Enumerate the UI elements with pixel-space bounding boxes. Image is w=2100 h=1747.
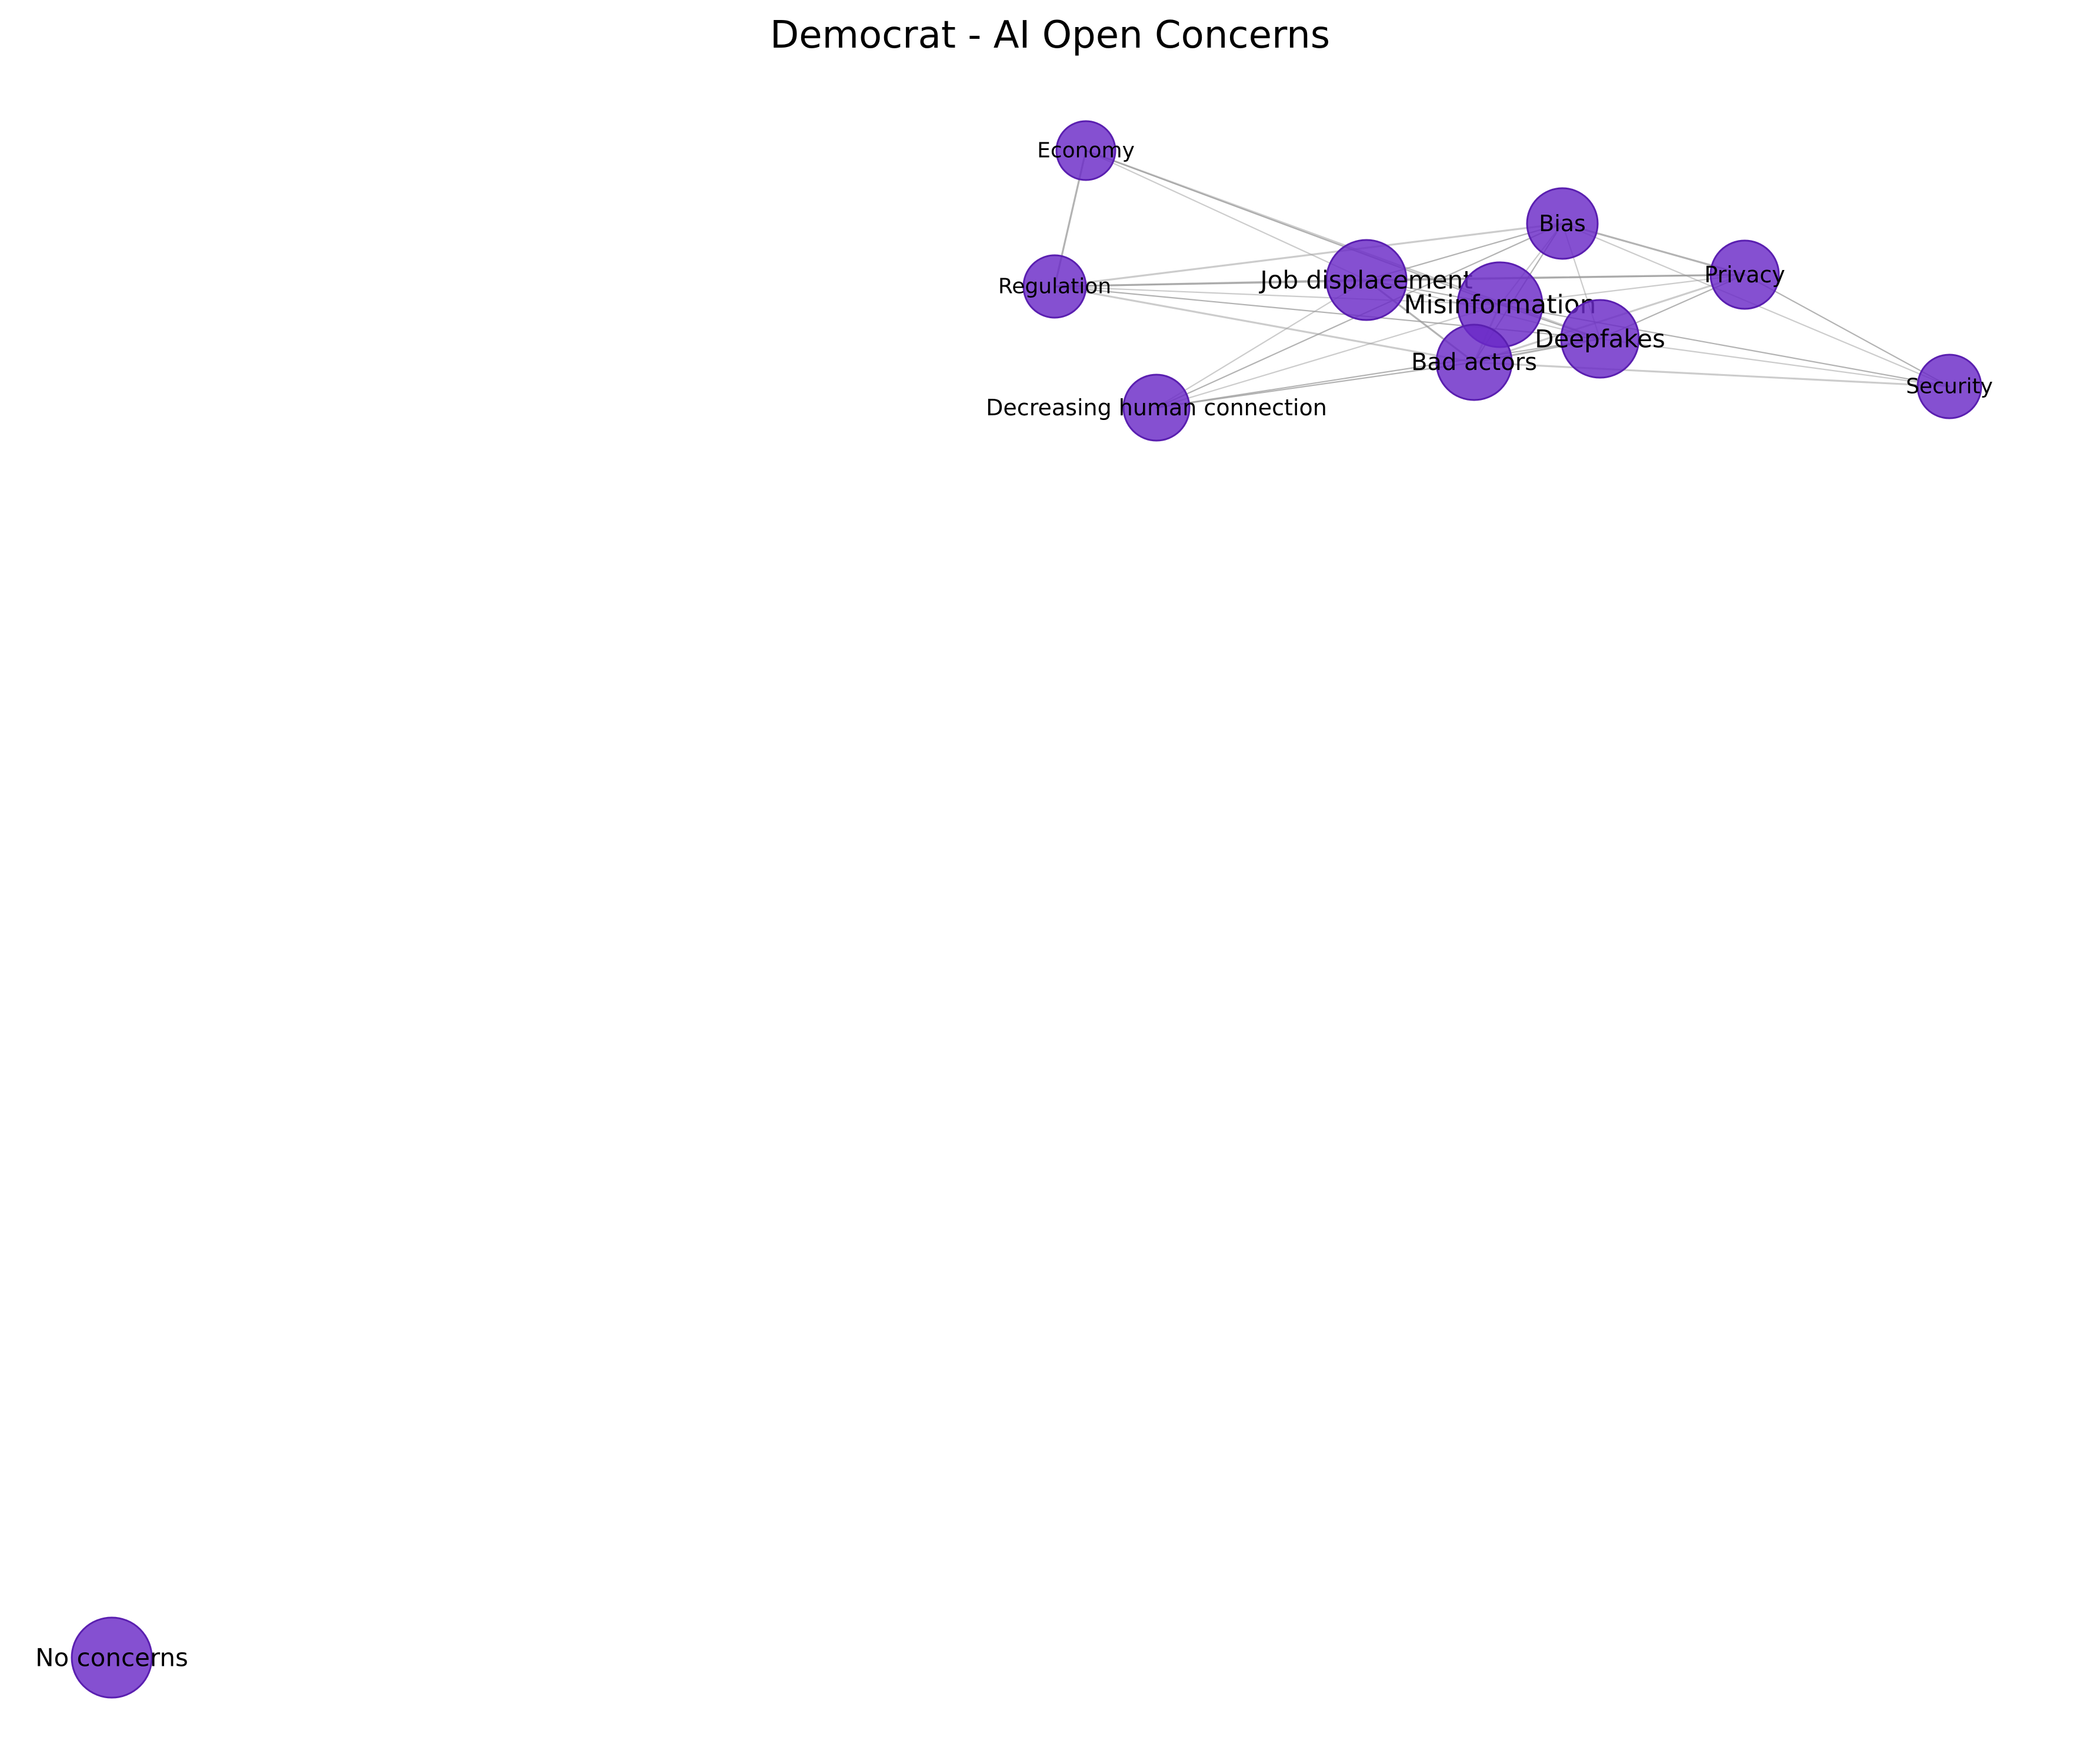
graph-title: Democrat - AI Open Concerns [770,14,1330,57]
node-economy: Economy [1037,120,1135,181]
node-circle [1325,239,1408,321]
nodes-layer: Economy Bias Privacy Regulation Job displace… [35,120,1993,1699]
edge-regulation-misinformation [1054,285,1501,306]
node-circle [1526,187,1599,260]
node-regulation: Regulation [998,254,1111,319]
node-label: Regulation [998,275,1111,299]
node-label: Bad actors [1411,349,1537,376]
node-label: Misinformation [1404,290,1596,320]
node-label: Economy [1037,139,1135,163]
node-privacy: Privacy [1704,239,1785,310]
node-label: Job displacement [1258,266,1472,295]
node-label: Bias [1539,211,1586,236]
edge-economy-job_displacement [1085,149,1368,281]
edge-deepfakes-security [1599,338,1951,388]
node-circle [71,1616,153,1699]
edge-bad_actors-decreasing_human_connection [1155,361,1475,409]
node-circle [1055,120,1116,181]
node-job-displacement: Job displacement [1258,239,1473,321]
edge-regulation-bad_actors [1054,285,1475,364]
node-label: Privacy [1704,262,1785,288]
edge-regulation-job_displacement [1054,279,1368,288]
node-circle [1709,239,1780,310]
node-security: Security [1906,354,1993,419]
node-decreasing-human-connection: Decreasing human connection [986,374,1327,442]
node-label: Decreasing human connection [986,395,1327,421]
node-circle [1022,254,1087,319]
edge-deepfakes-decreasing_human_connection [1155,338,1601,409]
node-bad-actors: Bad actors [1411,324,1537,401]
edge-privacy-security [1744,274,1951,388]
node-circle [1435,324,1513,401]
node-circle [1916,354,1982,419]
edge-job_displacement-decreasing_human_connection [1155,279,1368,409]
node-label: Security [1906,375,1993,399]
node-no-concerns: No concerns [35,1616,188,1699]
node-deepfakes: Deepfakes [1535,299,1665,379]
node-label: No concerns [35,1643,188,1672]
node-label: Deepfakes [1535,325,1665,354]
node-bias: Bias [1526,187,1599,260]
edge-misinformation-decreasing_human_connection [1155,304,1501,409]
edge-bad_actors-security [1473,361,1951,388]
edge-bias-regulation [1054,222,1564,288]
node-circle [1560,299,1640,379]
node-circle [1122,374,1191,442]
